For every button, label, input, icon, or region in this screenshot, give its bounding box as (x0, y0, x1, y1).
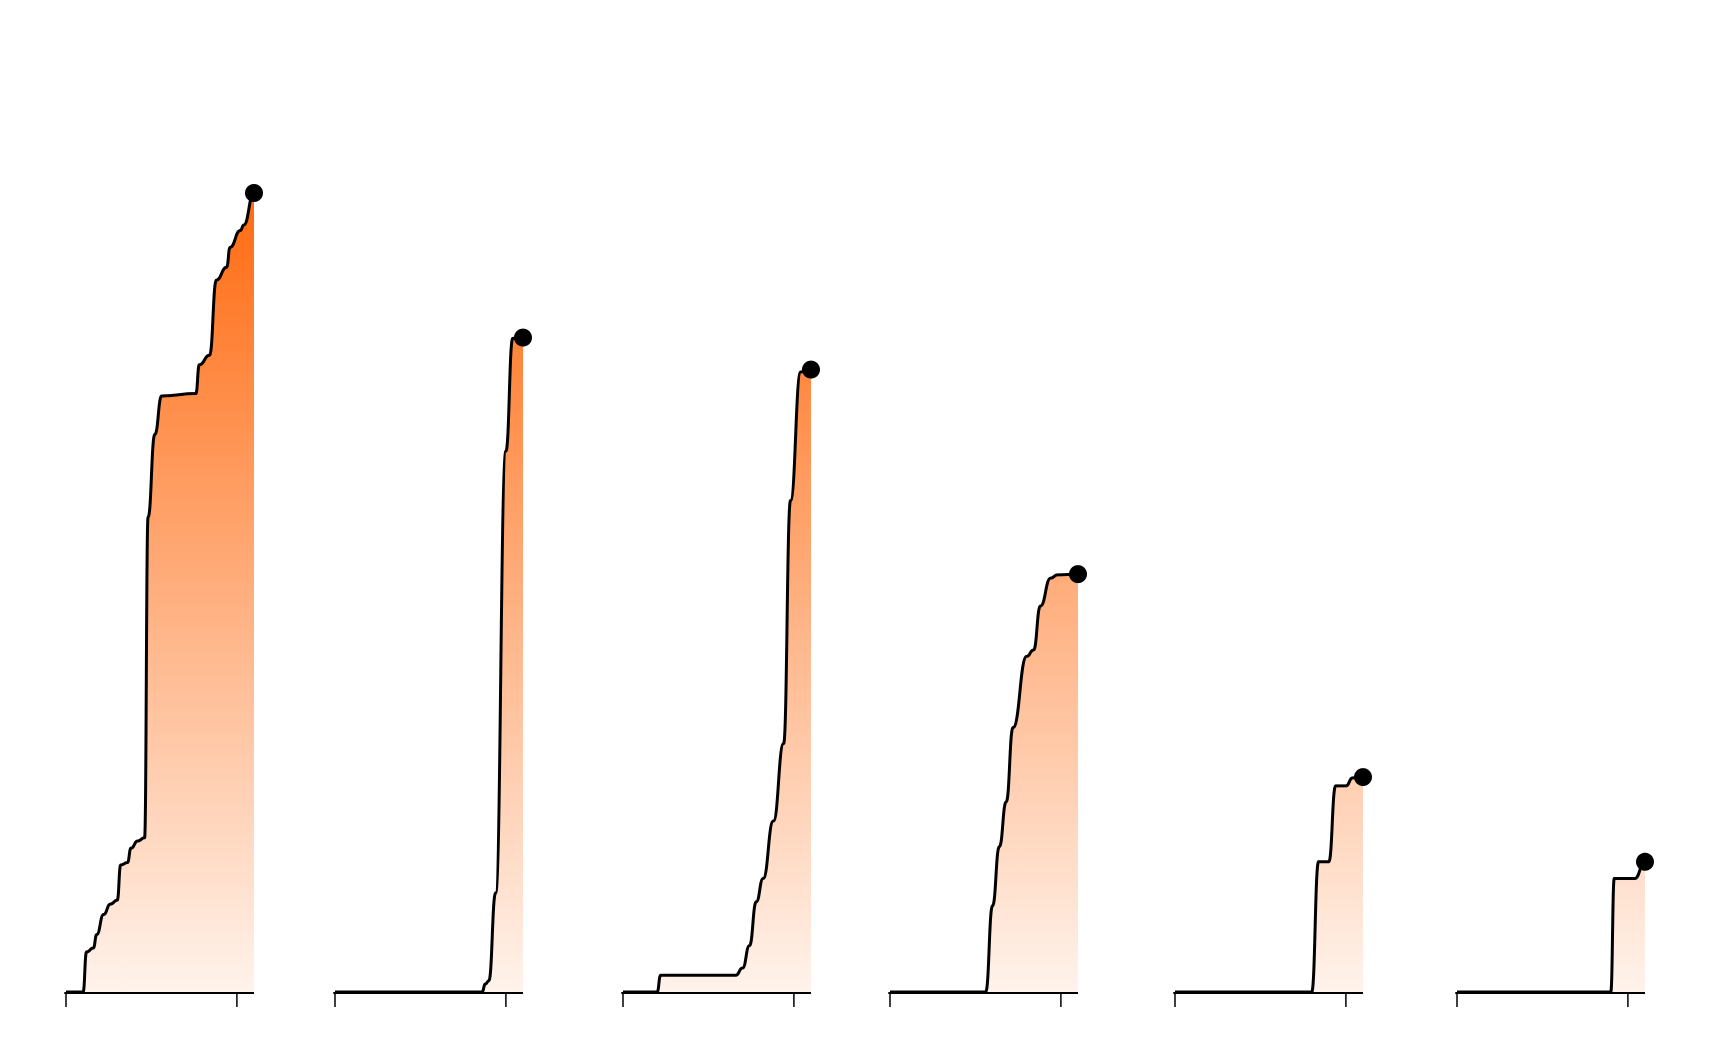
area (890, 574, 1078, 992)
area (1457, 861, 1645, 992)
end-marker (801, 360, 820, 379)
area (66, 193, 254, 992)
line (66, 191, 256, 994)
end-marker (244, 184, 263, 202)
end-marker (1353, 768, 1372, 787)
panel (888, 565, 1087, 1007)
panel (1455, 852, 1654, 1007)
end-marker (1068, 565, 1087, 584)
end-marker (1635, 852, 1654, 871)
line (1457, 860, 1646, 994)
panel (333, 328, 532, 1007)
area (1175, 777, 1363, 992)
line (1175, 775, 1364, 994)
line (890, 572, 1078, 994)
end-marker (513, 328, 532, 347)
area (623, 369, 811, 993)
line (623, 368, 812, 994)
line (335, 336, 524, 994)
panel (64, 184, 263, 1007)
panel (1173, 768, 1372, 1007)
area (335, 337, 523, 992)
panel (621, 360, 820, 1007)
